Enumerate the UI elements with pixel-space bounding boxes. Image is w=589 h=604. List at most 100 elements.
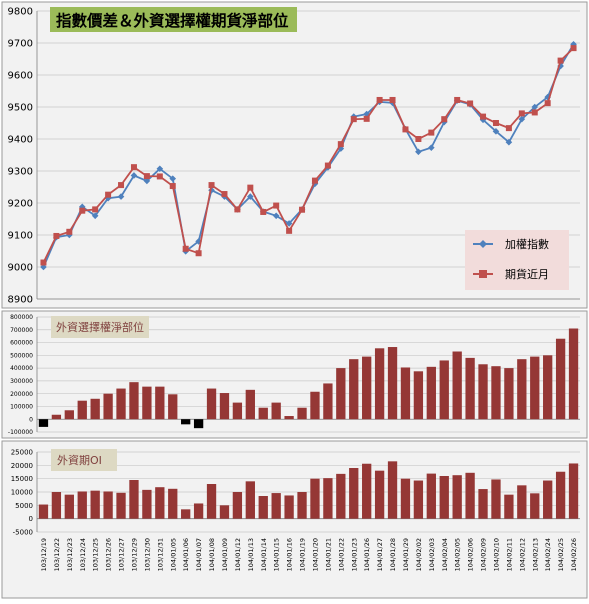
index-point bbox=[531, 103, 539, 111]
index-title-box bbox=[50, 7, 297, 32]
bar bbox=[155, 487, 165, 519]
bar bbox=[465, 472, 475, 519]
legend: 加權指數 期貨近月 bbox=[465, 230, 569, 290]
x-tick-label: 104/01/23 bbox=[350, 538, 358, 571]
y-tick-label: 800000 bbox=[10, 314, 33, 321]
y-tick-label: 9300 bbox=[8, 167, 33, 178]
bar bbox=[336, 473, 346, 519]
x-tick-label: 103/12/25 bbox=[92, 538, 100, 571]
bar bbox=[362, 356, 372, 420]
bar bbox=[465, 357, 475, 420]
bar bbox=[387, 347, 398, 420]
index-point bbox=[285, 220, 293, 227]
index-point bbox=[272, 212, 280, 220]
y-tick-label: 25000 bbox=[11, 448, 33, 456]
y-tick-label: 9700 bbox=[8, 39, 33, 50]
bar bbox=[400, 367, 411, 420]
futures-point bbox=[169, 183, 176, 190]
futures-point bbox=[182, 245, 189, 252]
bar bbox=[349, 359, 359, 420]
y-tick-label: 700000 bbox=[10, 327, 33, 334]
futures-point bbox=[518, 110, 525, 117]
futures-point bbox=[389, 96, 396, 103]
bar bbox=[116, 492, 126, 519]
bar bbox=[103, 491, 113, 519]
bar bbox=[543, 355, 553, 420]
bar bbox=[310, 391, 320, 420]
futures-point bbox=[66, 228, 73, 235]
legend-index-label: 加權指數 bbox=[505, 237, 549, 251]
index-chart-title: 指數價差＆外資選擇權期貨淨部位 bbox=[56, 11, 289, 30]
bar bbox=[530, 493, 540, 519]
index-point bbox=[492, 128, 500, 135]
bar bbox=[38, 419, 49, 427]
bar bbox=[155, 386, 165, 420]
bar bbox=[349, 468, 359, 519]
x-tick-label: 104/01/28 bbox=[389, 538, 397, 571]
x-tick-label: 104/02/05 bbox=[454, 538, 462, 571]
legend-futures-marker bbox=[479, 270, 487, 278]
bar bbox=[517, 359, 527, 420]
bar bbox=[193, 419, 204, 429]
x-tick-label: 103/12/30 bbox=[143, 538, 151, 571]
y-tick-label: 400000 bbox=[10, 365, 33, 372]
futures-point bbox=[544, 100, 551, 107]
bar bbox=[543, 480, 553, 519]
index-point bbox=[40, 263, 47, 271]
futures-point bbox=[531, 109, 538, 116]
x-tick-label: 104/01/08 bbox=[208, 538, 216, 571]
y-tick-label: 300000 bbox=[10, 378, 33, 385]
oi-title-box bbox=[51, 449, 117, 471]
x-tick-label: 104/01/27 bbox=[376, 538, 384, 571]
y-tick-label: 500000 bbox=[10, 352, 33, 359]
x-tick-label: 104/01/14 bbox=[260, 538, 268, 571]
x-tick-label: 104/02/02 bbox=[415, 538, 423, 571]
bar bbox=[245, 389, 255, 420]
bar bbox=[77, 400, 87, 420]
futures-point bbox=[273, 202, 280, 209]
y-tick-label: 10000 bbox=[11, 488, 33, 496]
index-point bbox=[544, 93, 551, 101]
bar bbox=[258, 496, 268, 519]
index-point bbox=[505, 138, 513, 146]
bar bbox=[504, 494, 514, 519]
index-point bbox=[130, 172, 138, 179]
x-tick-label: 104/01/22 bbox=[337, 538, 345, 571]
x-tick-label: 103/12/26 bbox=[105, 538, 113, 571]
bar bbox=[232, 492, 243, 519]
bar bbox=[142, 386, 152, 420]
futures-point bbox=[480, 113, 487, 120]
x-tick-label: 104/02/09 bbox=[480, 538, 488, 571]
futures-point bbox=[234, 206, 241, 213]
index-point bbox=[247, 193, 254, 200]
index-point bbox=[169, 175, 177, 182]
bar bbox=[452, 351, 462, 420]
x-tick-label: 104/01/16 bbox=[286, 538, 294, 571]
x-tick-label: 103/12/27 bbox=[118, 538, 126, 571]
bar bbox=[323, 383, 333, 420]
oi-chart-title: 外資期OI bbox=[57, 454, 102, 467]
bar bbox=[568, 463, 579, 519]
x-tick-label: 104/02/25 bbox=[557, 538, 565, 571]
x-tick-label: 103/12/19 bbox=[40, 538, 48, 571]
futures-point bbox=[299, 206, 306, 213]
index-point bbox=[337, 145, 345, 152]
y-tick-label: 9100 bbox=[8, 231, 33, 242]
x-tick-label: 104/01/06 bbox=[182, 538, 190, 571]
futures-point bbox=[79, 207, 86, 214]
futures-point bbox=[441, 116, 448, 123]
futures-point bbox=[118, 182, 125, 189]
y-tick-label: 0 bbox=[29, 515, 33, 523]
bar bbox=[181, 419, 191, 425]
bar bbox=[517, 485, 527, 519]
bar bbox=[168, 394, 178, 420]
bar bbox=[129, 382, 139, 420]
bar bbox=[271, 493, 281, 519]
x-tick-label: 104/01/21 bbox=[324, 538, 332, 571]
futures-point bbox=[505, 125, 512, 132]
x-tick-label: 104/01/20 bbox=[311, 538, 319, 571]
futures-point bbox=[337, 141, 344, 148]
index-point bbox=[117, 193, 125, 200]
y-tick-label: 9800 bbox=[8, 7, 33, 18]
